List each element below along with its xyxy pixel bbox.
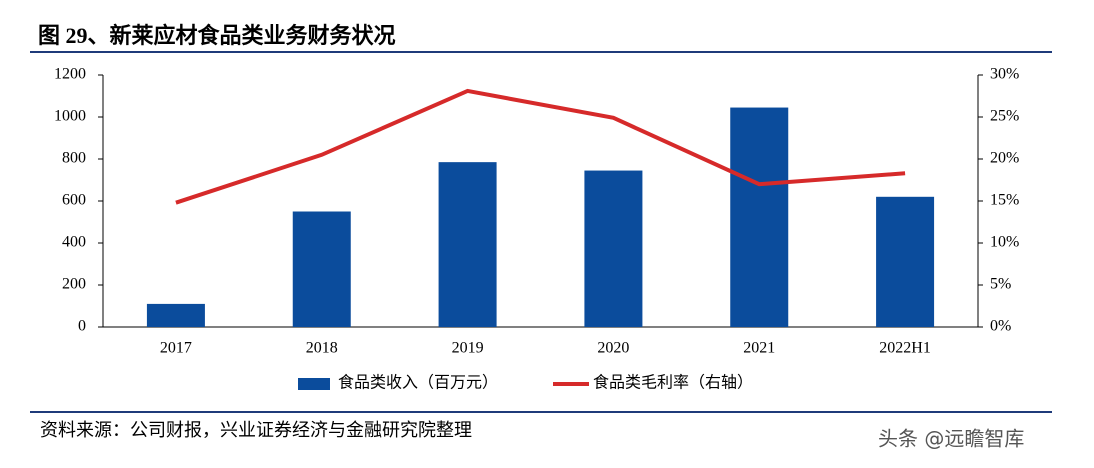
x-tick-label: 2021: [743, 340, 775, 357]
chart-title: 图 29、新莱应材食品类业务财务状况: [38, 23, 396, 48]
y2-tick-label: 20%: [990, 150, 1019, 167]
y2-tick-label: 0%: [990, 318, 1011, 335]
bar: [146, 303, 205, 327]
legend-swatch: [298, 378, 330, 390]
y-tick-label: 800: [62, 150, 86, 167]
bar: [730, 107, 789, 327]
x-tick-label: 2019: [452, 340, 484, 357]
x-tick-label: 2022H1: [879, 340, 931, 357]
y-tick-label: 1000: [54, 108, 86, 125]
bar: [584, 170, 643, 327]
bar: [292, 211, 351, 327]
x-tick-label: 2017: [160, 340, 192, 357]
y2-tick-label: 25%: [990, 108, 1019, 125]
y-tick-label: 1200: [54, 66, 86, 83]
y2-tick-label: 5%: [990, 276, 1011, 293]
legend-label: 食品类收入（百万元）: [338, 374, 498, 392]
x-tick-label: 2018: [306, 340, 338, 357]
y-tick-label: 400: [62, 234, 86, 251]
bar: [438, 162, 497, 327]
source: 资料来源：公司财报，兴业证券经济与金融研究院整理: [40, 420, 472, 440]
x-tick-label: 2020: [597, 340, 629, 357]
bar: [876, 196, 935, 327]
watermark: 头条 @远瞻智库: [878, 427, 1024, 451]
y-tick-label: 0: [78, 318, 86, 335]
y2-tick-label: 10%: [990, 234, 1019, 251]
y-tick-label: 600: [62, 192, 86, 209]
y2-tick-label: 15%: [990, 192, 1019, 209]
y2-tick-label: 30%: [990, 66, 1019, 83]
legend-label: 食品类毛利率（右轴）: [593, 374, 753, 392]
y-tick-label: 200: [62, 276, 86, 293]
line: [175, 88, 906, 205]
